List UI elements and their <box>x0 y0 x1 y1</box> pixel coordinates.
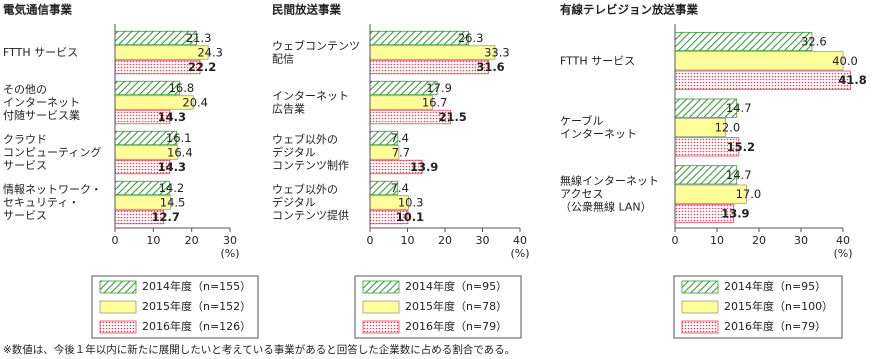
legend-swatch <box>99 300 137 314</box>
value-label: 14.7 <box>726 168 752 182</box>
value-label: 41.8 <box>838 73 866 87</box>
legend-swatch <box>681 320 719 334</box>
value-label: 40.0 <box>832 54 858 68</box>
value-label: 7.4 <box>391 131 409 145</box>
legend-swatch <box>362 320 400 334</box>
value-label: 16.4 <box>167 146 193 160</box>
x-tick-label: 10 <box>710 234 724 247</box>
panel-title: 電気通信事業 <box>3 3 72 17</box>
value-label: 16.7 <box>422 96 448 110</box>
bar <box>674 51 844 71</box>
category-label: FTTH サービス <box>3 46 78 59</box>
x-tick-label: 0 <box>112 234 119 247</box>
value-label: 22.2 <box>188 60 216 74</box>
value-label: 14.2 <box>159 181 185 195</box>
value-label: 17.0 <box>736 187 762 201</box>
value-label: 15.2 <box>727 140 755 154</box>
category-label: 情報ネットワーク・セキュリティ・サービス <box>3 183 102 222</box>
bar <box>674 70 851 90</box>
value-label: 24.3 <box>197 46 223 60</box>
x-axis-label: (%) <box>833 247 852 260</box>
x-tick-label: 20 <box>438 234 452 247</box>
x-tick-label: 30 <box>476 234 490 247</box>
bar <box>369 30 470 46</box>
category-label: インターネット広告業 <box>272 90 349 116</box>
legend-swatch <box>681 300 719 314</box>
bar <box>369 45 496 60</box>
panel-title: 有線テレビジョン放送事業 <box>560 3 698 17</box>
category-label: ウェブコンテンツ配信 <box>272 39 360 66</box>
value-label: 16.1 <box>166 131 192 145</box>
value-label: 14.3 <box>158 110 186 124</box>
value-label: 13.9 <box>721 207 749 221</box>
value-label: 13.9 <box>410 160 438 174</box>
x-tick-label: 0 <box>367 234 374 247</box>
legend-label: 2015年度（n=78） <box>405 299 507 313</box>
legend-label: 2016年度（n=79） <box>724 319 826 333</box>
legend-swatch <box>362 300 400 314</box>
category-label: ケーブルインターネット <box>560 114 637 141</box>
category-label: 無線インターネットアクセス（公衆無線 LAN） <box>560 174 659 214</box>
bar <box>114 45 209 60</box>
legend-label: 2016年度（n=126） <box>142 319 251 333</box>
x-tick-label: 0 <box>672 234 679 247</box>
legend-swatch <box>362 280 400 294</box>
value-label: 14.3 <box>158 160 186 174</box>
bar <box>114 30 198 46</box>
value-label: 7.7 <box>392 146 410 160</box>
x-axis-label: (%) <box>510 247 529 260</box>
value-label: 10.3 <box>398 196 424 210</box>
footnote: ※数値は、今後１年以内に新たに展開したいと考えている事業があると回答した企業数に… <box>3 343 515 356</box>
legend-swatch <box>99 320 137 334</box>
value-label: 33.3 <box>484 46 510 60</box>
x-tick-label: 10 <box>401 234 415 247</box>
value-label: 32.6 <box>801 35 827 49</box>
category-label: ウェブ以外のデジタルコンテンツ提供 <box>272 182 349 222</box>
value-label: 12.7 <box>151 210 179 224</box>
value-label: 16.8 <box>169 81 195 95</box>
value-label: 14.7 <box>726 101 752 115</box>
category-label: FTTH サービス <box>560 54 635 67</box>
x-tick-label: 10 <box>146 234 160 247</box>
value-label: 14.5 <box>160 196 186 210</box>
value-label: 12.0 <box>715 121 741 135</box>
legend-label: 2014年度（n=95） <box>405 279 507 293</box>
category-label: その他のインターネット付随サービス業 <box>3 83 80 122</box>
value-label: 17.9 <box>426 81 452 95</box>
legend-swatch <box>99 280 137 294</box>
panel-title: 民間放送事業 <box>272 3 341 17</box>
value-label: 21.3 <box>186 31 212 45</box>
legend-swatch <box>681 280 719 294</box>
x-tick-label: 30 <box>223 234 237 247</box>
x-tick-label: 20 <box>752 234 766 247</box>
legend-label: 2015年度（n=152） <box>142 299 251 313</box>
bar <box>369 59 489 75</box>
legend-label: 2014年度（n=95） <box>724 279 826 293</box>
value-label: 21.5 <box>438 110 466 124</box>
bar <box>674 31 813 52</box>
value-label: 20.4 <box>182 96 208 110</box>
x-tick-label: 40 <box>513 234 527 247</box>
value-label: 31.6 <box>476 60 504 74</box>
x-tick-label: 20 <box>185 234 199 247</box>
value-label: 7.4 <box>391 181 409 195</box>
value-label: 10.1 <box>396 210 424 224</box>
category-label: クラウドコンピューティングサービス <box>3 133 101 172</box>
legend-label: 2015年度（n=100） <box>724 299 833 313</box>
x-axis-label: (%) <box>220 247 239 260</box>
category-label: ウェブ以外のデジタルコンテンツ制作 <box>272 132 349 172</box>
legend-label: 2014年度（n=155） <box>142 279 251 293</box>
x-tick-label: 40 <box>836 234 850 247</box>
x-tick-label: 30 <box>794 234 808 247</box>
value-label: 26.3 <box>458 31 484 45</box>
legend-label: 2016年度（n=79） <box>405 319 507 333</box>
